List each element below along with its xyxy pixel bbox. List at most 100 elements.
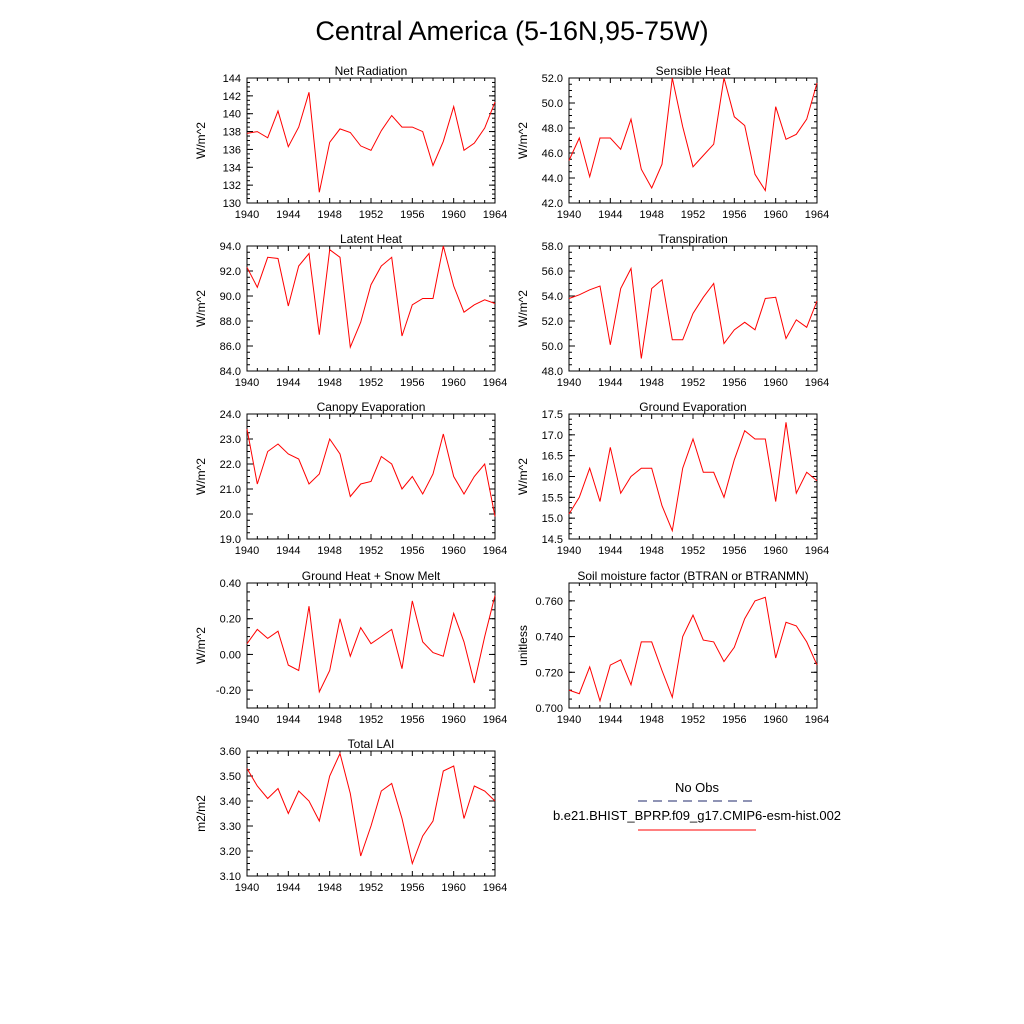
y-tick-label: 15.5 bbox=[542, 492, 563, 504]
x-tick-label: 1964 bbox=[483, 714, 507, 726]
series-line bbox=[246, 245, 496, 350]
x-tick-label: 1944 bbox=[598, 545, 622, 557]
y-axis-label: W/m^2 bbox=[194, 290, 208, 327]
x-tick-label: 1948 bbox=[317, 882, 341, 894]
y-tick-label: 19.0 bbox=[220, 534, 241, 546]
panel-title: Sensible Heat bbox=[656, 64, 731, 78]
y-tick-label: 0.40 bbox=[220, 578, 241, 590]
y-tick-label: 50.0 bbox=[542, 341, 563, 353]
x-tick-label: 1956 bbox=[400, 209, 424, 221]
y-axis-label: W/m^2 bbox=[194, 122, 208, 159]
x-tick-label: 1948 bbox=[639, 209, 663, 221]
y-tick-label: 54.0 bbox=[542, 291, 563, 303]
x-tick-label: 1948 bbox=[639, 377, 663, 389]
y-tick-label: 3.40 bbox=[220, 796, 241, 808]
x-tick-label: 1964 bbox=[483, 209, 507, 221]
x-tick-label: 1948 bbox=[639, 545, 663, 557]
y-tick-label: -0.20 bbox=[216, 685, 241, 697]
x-tick-label: 1944 bbox=[276, 209, 300, 221]
y-tick-label: 142 bbox=[223, 91, 241, 103]
y-tick-label: 138 bbox=[223, 127, 241, 139]
chart-panel: Ground Heat + Snow Melt 1940 1944 1948 1952 1… bbox=[194, 569, 507, 726]
panel-title: Net Radiation bbox=[335, 64, 408, 78]
panel-title: Ground Evaporation bbox=[639, 400, 746, 414]
y-tick-label: 14.5 bbox=[542, 534, 563, 546]
chart-panel: Sensible Heat 1940 1944 1948 1952 1956 1960 196… bbox=[516, 64, 829, 221]
legend-entry-label: b.e21.BHIST_BPRP.f09_g17.CMIP6-esm-hist.… bbox=[553, 808, 841, 823]
y-axis-label: W/m^2 bbox=[516, 458, 530, 495]
y-tick-label: 52.0 bbox=[542, 73, 563, 85]
y-tick-label: 58.0 bbox=[542, 241, 563, 253]
panel-title: Latent Heat bbox=[340, 232, 403, 246]
y-axis-label: W/m^2 bbox=[194, 627, 208, 664]
x-tick-label: 1956 bbox=[722, 545, 746, 557]
y-tick-label: 44.0 bbox=[542, 173, 563, 185]
panel-title: Canopy Evaporation bbox=[317, 400, 426, 414]
y-tick-label: 0.00 bbox=[220, 649, 241, 661]
x-tick-label: 1948 bbox=[317, 377, 341, 389]
x-tick-label: 1964 bbox=[805, 209, 829, 221]
series-line bbox=[246, 428, 496, 517]
chart-panel: Ground Evaporation 1940 1944 1948 1952 1956 19… bbox=[516, 400, 829, 557]
y-tick-label: 24.0 bbox=[220, 409, 241, 421]
x-tick-label: 1964 bbox=[483, 377, 507, 389]
y-tick-label: 17.5 bbox=[542, 409, 563, 421]
x-tick-label: 1944 bbox=[276, 377, 300, 389]
y-tick-label: 0.720 bbox=[535, 667, 563, 679]
x-tick-label: 1952 bbox=[359, 882, 383, 894]
panel-grid: Net Radiation 1940 1944 1948 1952 1956 1960 196… bbox=[194, 64, 829, 894]
x-tick-label: 1948 bbox=[317, 209, 341, 221]
x-tick-label: 1956 bbox=[722, 209, 746, 221]
x-tick-label: 1956 bbox=[400, 714, 424, 726]
x-tick-label: 1948 bbox=[317, 545, 341, 557]
x-tick-label: 1960 bbox=[441, 714, 465, 726]
y-tick-label: 88.0 bbox=[220, 316, 241, 328]
y-tick-label: 20.0 bbox=[220, 509, 241, 521]
y-tick-label: 50.0 bbox=[542, 98, 563, 110]
x-tick-label: 1940 bbox=[235, 209, 259, 221]
x-tick-label: 1944 bbox=[276, 714, 300, 726]
x-tick-label: 1952 bbox=[681, 714, 705, 726]
y-tick-label: 16.5 bbox=[542, 451, 563, 463]
x-tick-label: 1964 bbox=[483, 882, 507, 894]
x-tick-label: 1960 bbox=[763, 545, 787, 557]
x-tick-label: 1964 bbox=[805, 545, 829, 557]
x-tick-label: 1944 bbox=[276, 545, 300, 557]
y-tick-label: 46.0 bbox=[542, 148, 563, 160]
y-tick-label: 3.20 bbox=[220, 846, 241, 858]
x-tick-label: 1940 bbox=[557, 545, 581, 557]
x-tick-label: 1956 bbox=[400, 377, 424, 389]
x-tick-label: 1944 bbox=[598, 209, 622, 221]
panel-title: Ground Heat + Snow Melt bbox=[302, 569, 441, 583]
x-tick-label: 1960 bbox=[441, 545, 465, 557]
x-tick-label: 1944 bbox=[598, 714, 622, 726]
y-tick-label: 90.0 bbox=[220, 291, 241, 303]
y-tick-label: 132 bbox=[223, 180, 241, 192]
y-tick-label: 92.0 bbox=[220, 266, 241, 278]
x-tick-label: 1940 bbox=[235, 714, 259, 726]
y-axis-label: unitless bbox=[516, 625, 530, 666]
y-tick-label: 0.20 bbox=[220, 614, 241, 626]
x-tick-label: 1952 bbox=[359, 377, 383, 389]
figure-title: Central America (5-16N,95-75W) bbox=[315, 16, 708, 46]
x-tick-label: 1960 bbox=[763, 714, 787, 726]
y-tick-label: 15.0 bbox=[542, 513, 563, 525]
y-tick-label: 3.30 bbox=[220, 821, 241, 833]
chart-panel: Latent Heat 1940 1944 1948 1952 1956 1960 1964 8… bbox=[194, 232, 507, 389]
chart-panel: Net Radiation 1940 1944 1948 1952 1956 1960 196… bbox=[194, 64, 507, 221]
x-tick-label: 1960 bbox=[441, 209, 465, 221]
x-tick-label: 1948 bbox=[639, 714, 663, 726]
y-axis-label: W/m^2 bbox=[516, 122, 530, 159]
y-tick-label: 17.0 bbox=[542, 430, 563, 442]
x-tick-label: 1952 bbox=[681, 377, 705, 389]
y-tick-label: 94.0 bbox=[220, 241, 241, 253]
y-tick-label: 48.0 bbox=[542, 366, 563, 378]
series-line bbox=[246, 752, 496, 866]
y-tick-label: 136 bbox=[223, 144, 241, 156]
x-tick-label: 1940 bbox=[235, 545, 259, 557]
x-tick-label: 1952 bbox=[681, 545, 705, 557]
y-tick-label: 144 bbox=[223, 73, 241, 85]
x-tick-label: 1940 bbox=[235, 377, 259, 389]
series-line bbox=[568, 266, 818, 359]
